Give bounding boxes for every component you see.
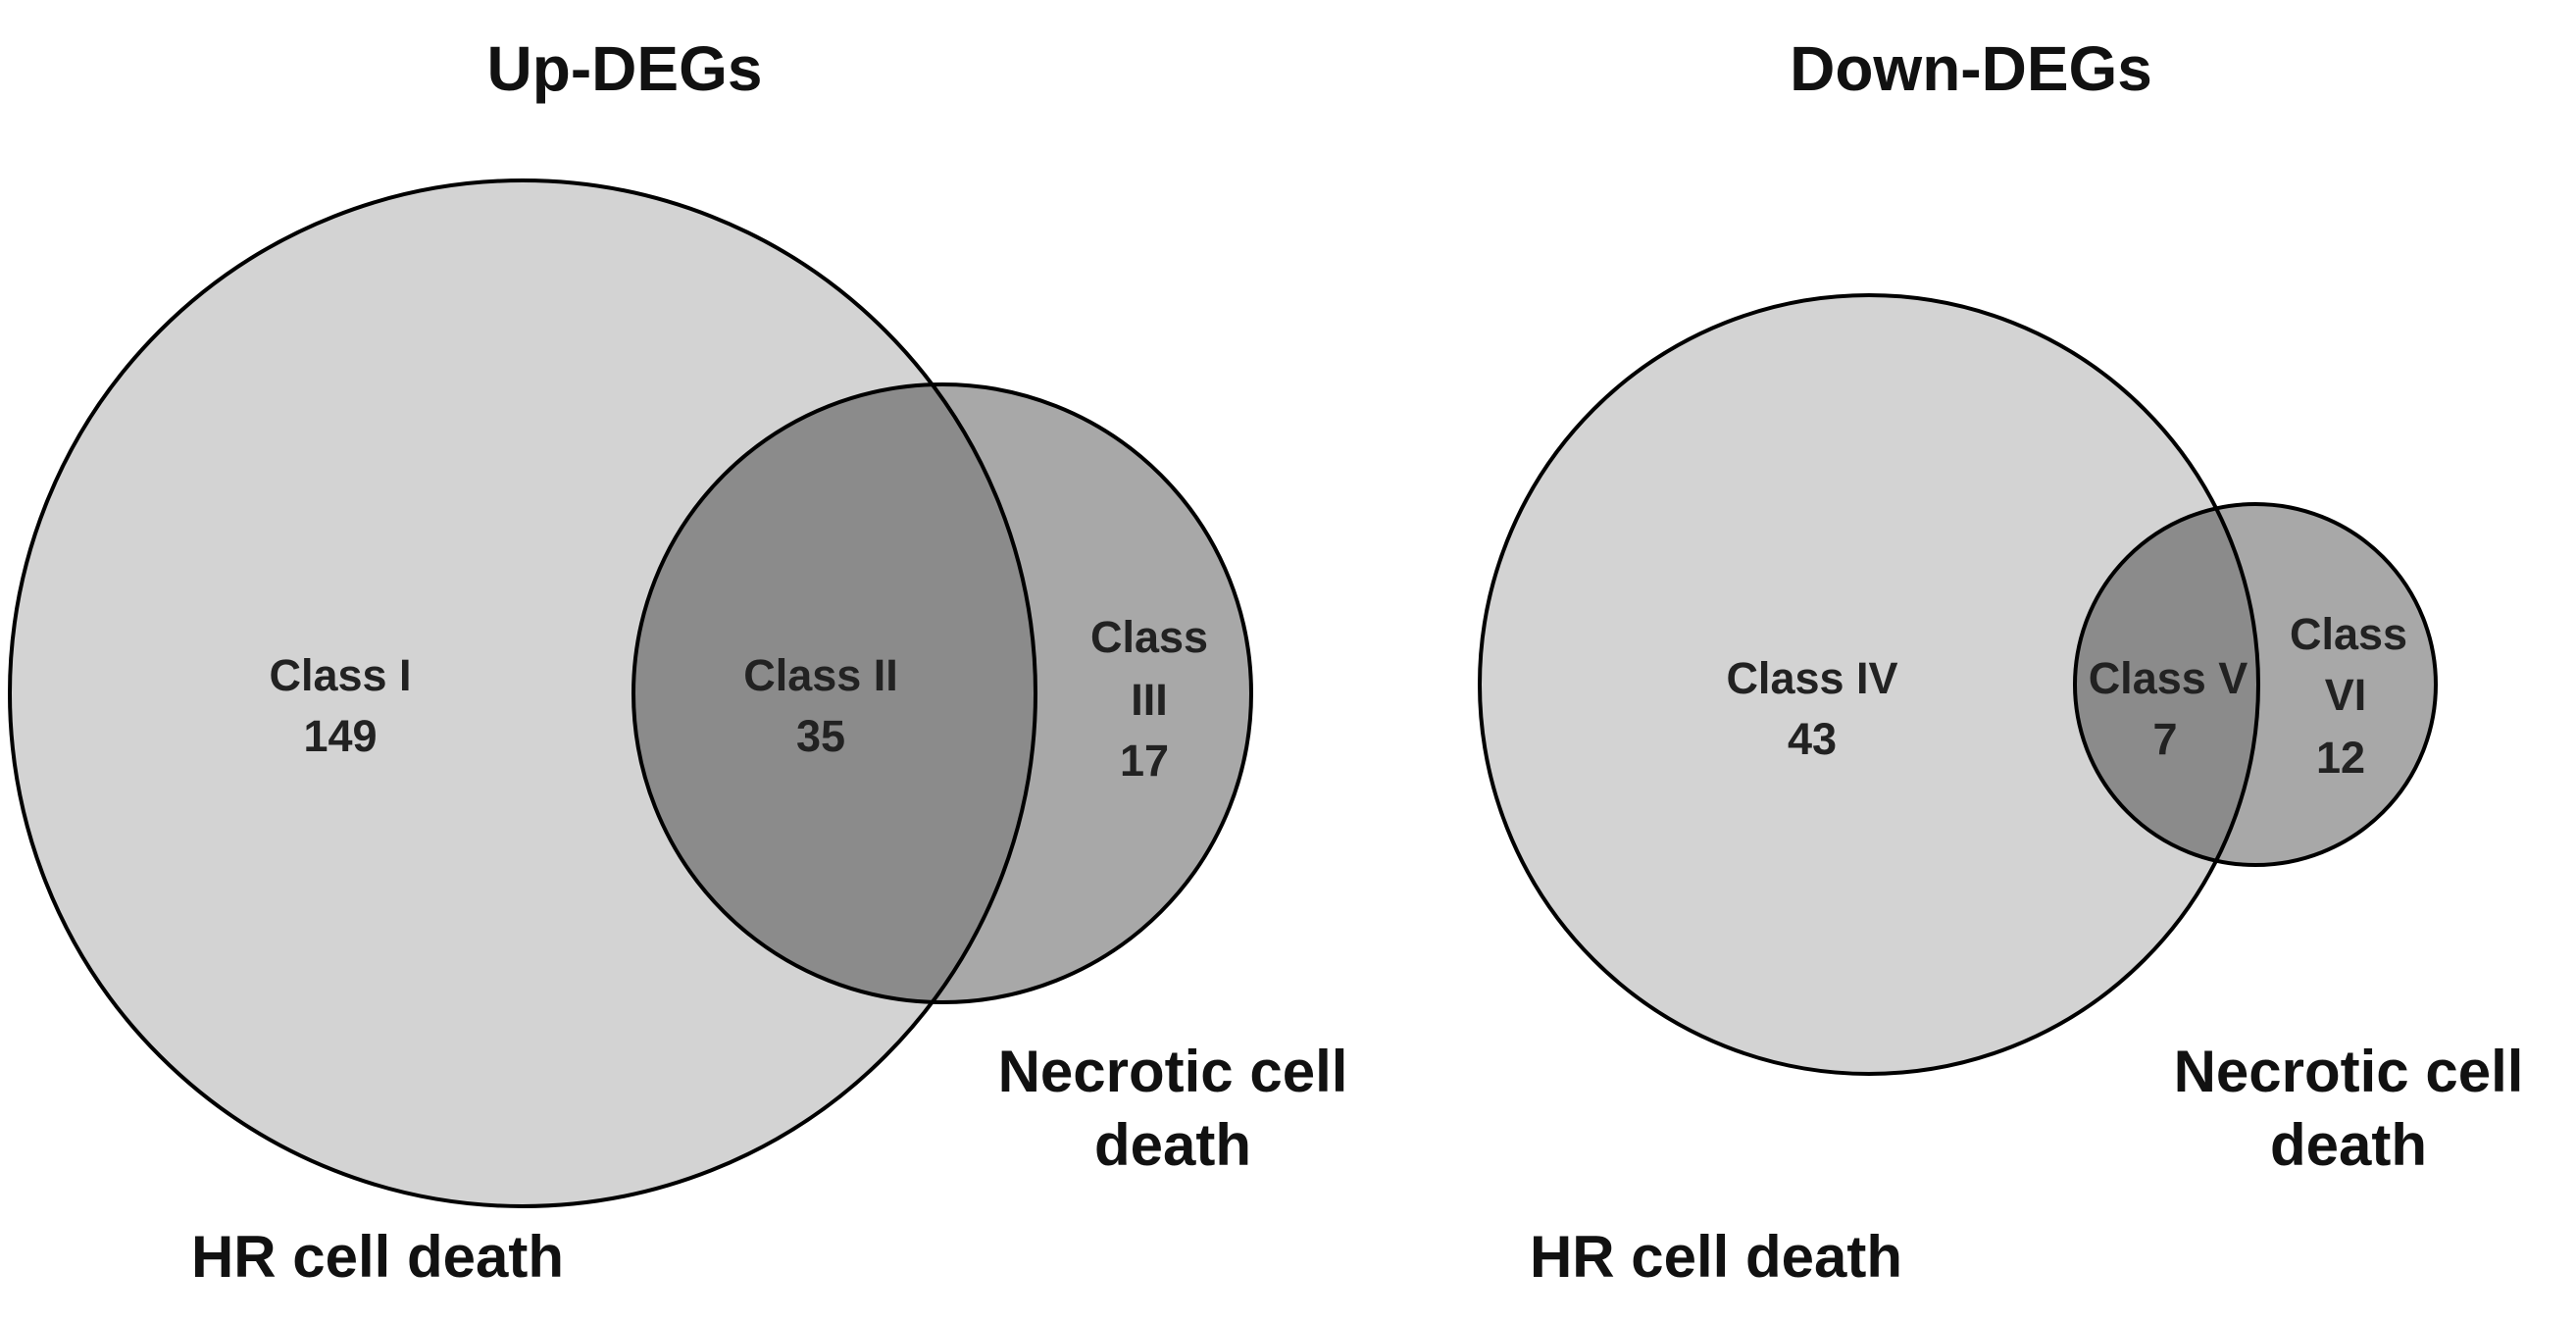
set-circle (1478, 293, 2260, 1076)
set-label: Necrotic cell (2174, 1039, 2524, 1104)
region-label: Class I (269, 650, 411, 700)
set-circle (631, 382, 1253, 1004)
region-label: III (1131, 675, 1168, 725)
region-count: 149 (303, 711, 377, 761)
set-label: death (2270, 1112, 2427, 1178)
region-label: VI (2325, 670, 2367, 720)
venn-panel: Up-DEGs Class I 149 Class II 35 Class II… (8, 33, 1348, 1290)
set-label: HR cell death (1530, 1224, 1902, 1290)
venn-panel: Down-DEGs Class IV 43 Class V 7 Class VI… (1478, 33, 2524, 1290)
region-count: 7 (2152, 714, 2177, 764)
region-label: Class II (743, 650, 898, 700)
panel-title: Up-DEGs (487, 33, 763, 104)
region-count: 12 (2316, 733, 2365, 783)
region-label: Class (2290, 609, 2407, 659)
region-label: Class IV (1726, 653, 1897, 703)
set-circle (8, 178, 1037, 1208)
region-label: Class V (2089, 653, 2248, 703)
set-label: HR cell death (191, 1224, 564, 1290)
region-count: 35 (796, 711, 845, 761)
region-count: 17 (1120, 736, 1169, 786)
region-count: 43 (1788, 714, 1837, 764)
set-label: death (1094, 1112, 1251, 1178)
set-label: Necrotic cell (998, 1039, 1348, 1104)
panel-title: Down-DEGs (1790, 33, 2152, 104)
set-circle (2073, 502, 2438, 867)
region-label: Class (1090, 612, 1208, 662)
